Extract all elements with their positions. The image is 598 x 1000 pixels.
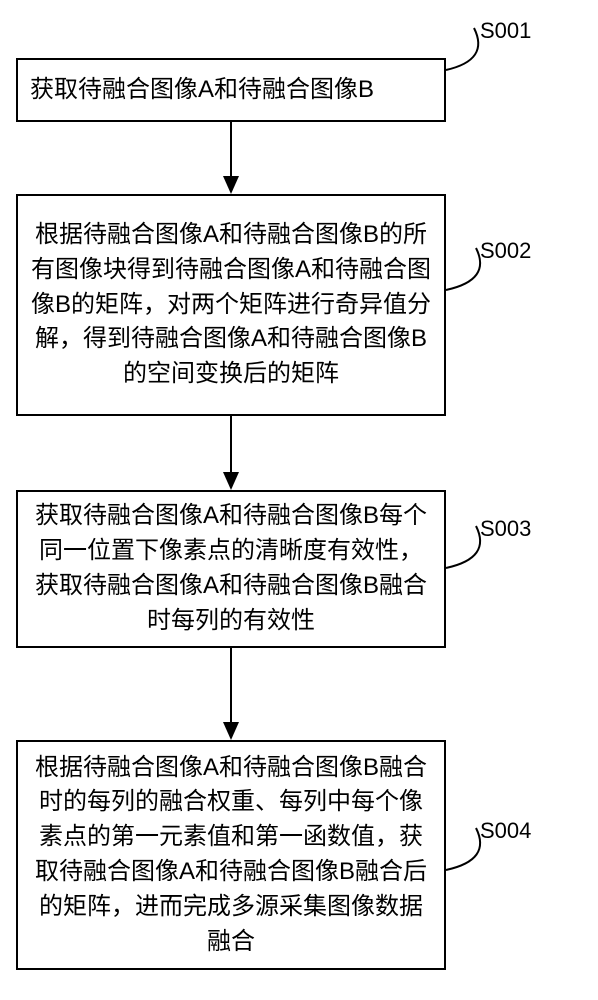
arrow-s003-s004 (0, 0, 598, 1000)
flowchart-canvas: 获取待融合图像A和待融合图像BS001根据待融合图像A和待融合图像B的所有图像块… (0, 0, 598, 1000)
